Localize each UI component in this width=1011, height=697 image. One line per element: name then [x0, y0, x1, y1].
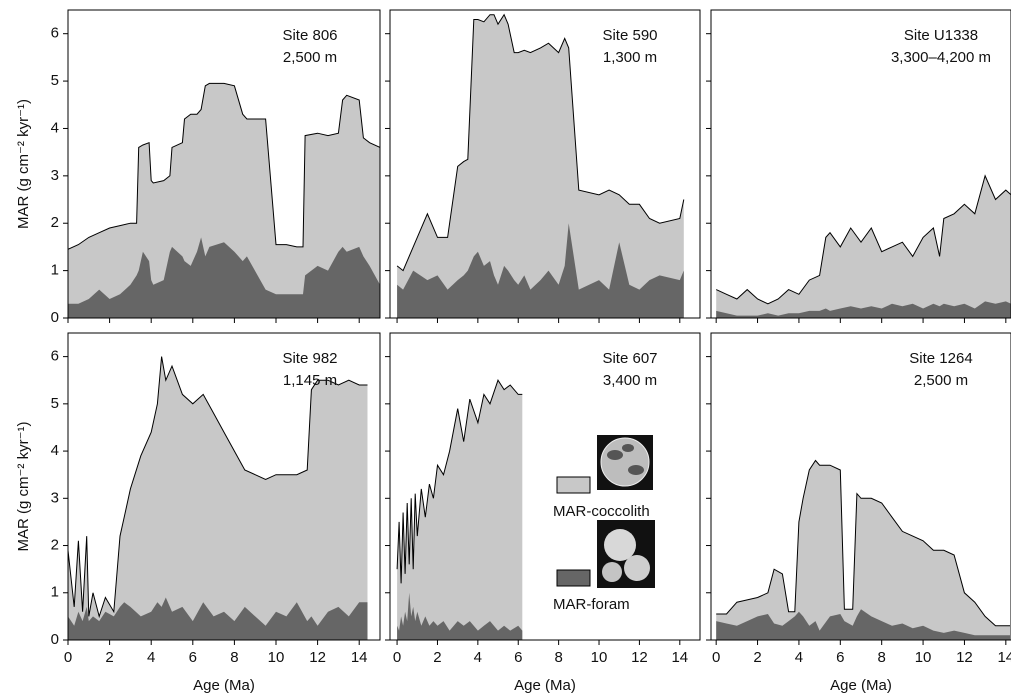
- y-tick-label: 1: [51, 584, 59, 601]
- area: [716, 609, 1010, 640]
- panel-title: Site 590: [602, 27, 657, 44]
- legend-label: MAR-coccolith: [553, 503, 650, 520]
- y-tick-label: 1: [51, 262, 59, 279]
- panel-title: Site 1264: [909, 350, 972, 367]
- panel-title: Site U1338: [904, 27, 978, 44]
- x-axis-label: Age (Ma): [830, 677, 892, 694]
- x-tick-label: 4: [147, 649, 155, 666]
- x-tick-label: 14: [997, 649, 1011, 666]
- panel-subtitle: 2,500 m: [283, 49, 337, 66]
- area: [68, 597, 368, 640]
- x-tick-label: 6: [189, 649, 197, 666]
- area: [397, 380, 523, 640]
- panel-subtitle: 1,300 m: [603, 49, 657, 66]
- x-tick-label: 8: [878, 649, 886, 666]
- coccolith-plate: [628, 465, 644, 475]
- x-tick-label: 2: [753, 649, 761, 666]
- x-tick-label: 4: [474, 649, 482, 666]
- y-tick-label: 0: [51, 631, 59, 648]
- x-tick-label: 10: [591, 649, 608, 666]
- area-top-line: [396, 13, 685, 272]
- x-tick-label: 14: [671, 649, 688, 666]
- x-tick-label: 6: [514, 649, 522, 666]
- y-tick-label: 4: [51, 442, 59, 459]
- panel-subtitle: 3,300–4,200 m: [891, 49, 991, 66]
- legend-swatch: [556, 476, 591, 494]
- foram-chamber: [604, 529, 636, 561]
- y-tick-label: 3: [51, 167, 59, 184]
- x-tick-label: 0: [64, 649, 72, 666]
- area: [716, 301, 1011, 318]
- panel-frame: [710, 9, 1011, 319]
- panel-title: Site 982: [282, 350, 337, 367]
- area-top-line: [68, 82, 380, 250]
- foram-chamber: [602, 562, 622, 582]
- y-tick-label: 0: [51, 309, 59, 326]
- x-tick-label: 14: [351, 649, 368, 666]
- x-axis-label: Age (Ma): [514, 677, 576, 694]
- x-tick-label: 0: [712, 649, 720, 666]
- x-axis-label: Age (Ma): [193, 677, 255, 694]
- panel-frame: [67, 9, 381, 319]
- panel-frame: [710, 332, 1011, 641]
- x-tick-label: 4: [795, 649, 803, 666]
- legend-icons: [597, 435, 655, 588]
- y-tick-label: 3: [51, 489, 59, 506]
- x-tick-label: 10: [268, 649, 285, 666]
- panel-title: Site 607: [602, 350, 657, 367]
- y-tick-label: 4: [51, 119, 59, 136]
- coccolith-plate: [607, 450, 623, 460]
- area-top-line: [716, 459, 1010, 627]
- x-tick-label: 8: [554, 649, 562, 666]
- coccolith-plate: [622, 444, 634, 452]
- x-tick-label: 12: [309, 649, 326, 666]
- area: [68, 356, 368, 640]
- legend-swatch: [556, 569, 591, 587]
- legend-label: MAR-foram: [553, 596, 630, 613]
- x-tick-label: 2: [433, 649, 441, 666]
- panel-subtitle: 2,500 m: [914, 372, 968, 389]
- panel-frame: [67, 332, 381, 641]
- y-tick-label: 5: [51, 395, 59, 412]
- panel-frame: [389, 332, 701, 641]
- area: [68, 237, 380, 318]
- y-tick-label: 2: [51, 537, 59, 554]
- area: [397, 14, 684, 318]
- panel-title: Site 806: [282, 27, 337, 44]
- x-tick-label: 6: [836, 649, 844, 666]
- panel-subtitle: 3,400 m: [603, 372, 657, 389]
- y-tick-label: 5: [51, 72, 59, 89]
- area: [397, 592, 523, 640]
- x-tick-label: 12: [631, 649, 648, 666]
- area: [716, 175, 1011, 318]
- y-tick-label: 6: [51, 25, 59, 42]
- y-tick-label: 2: [51, 214, 59, 231]
- area: [397, 223, 684, 318]
- y-tick-label: 6: [51, 348, 59, 365]
- area-top-line: [396, 379, 523, 584]
- x-tick-label: 12: [956, 649, 973, 666]
- x-tick-label: 10: [915, 649, 932, 666]
- area: [716, 460, 1010, 640]
- area-top-line: [715, 174, 1011, 305]
- foram-chamber: [624, 555, 650, 581]
- panel-frame: [389, 9, 701, 319]
- x-tick-label: 0: [393, 649, 401, 666]
- x-tick-label: 8: [230, 649, 238, 666]
- y-axis-label: MAR (g cm⁻² kyr⁻¹): [15, 99, 32, 229]
- area-top-line: [68, 356, 368, 619]
- x-tick-label: 2: [105, 649, 113, 666]
- panel-subtitle: 1,145 m: [283, 372, 337, 389]
- y-axis-label: MAR (g cm⁻² kyr⁻¹): [15, 422, 32, 552]
